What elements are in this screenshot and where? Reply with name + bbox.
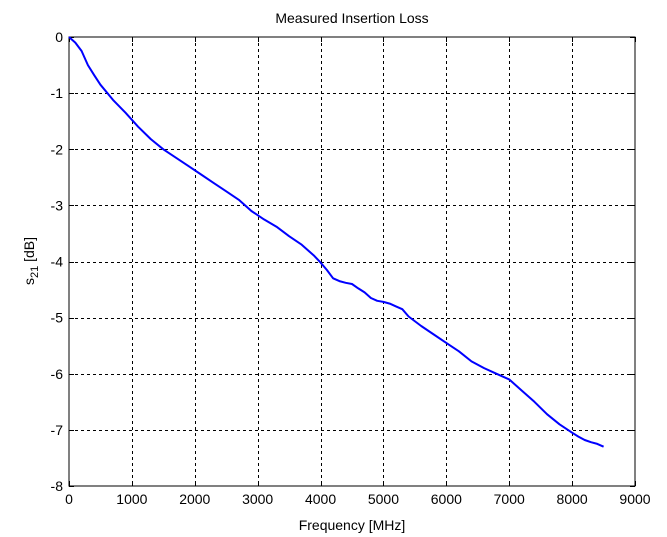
y-tick-label: -8 [51, 478, 64, 494]
x-tick-label: 6000 [431, 491, 462, 507]
y-axis-title-main: s [21, 278, 37, 285]
plot-area [68, 36, 636, 487]
y-tick-label: -1 [51, 85, 64, 101]
y-tick-labels: 0 -1 -2 -3 -4 -5 -6 -7 -8 [51, 29, 64, 494]
grid-lines [69, 37, 635, 486]
y-tick-label: -5 [51, 310, 64, 326]
x-tick-label: 9000 [619, 491, 650, 507]
x-tick-label: 1000 [116, 491, 147, 507]
x-tick-labels: 0 1000 2000 3000 4000 5000 6000 7000 8000 9000 [65, 491, 651, 507]
y-tick-label: -6 [51, 366, 64, 382]
y-tick-label: -2 [51, 141, 64, 157]
x-tick-label: 3000 [242, 491, 273, 507]
chart-title: Measured Insertion Loss [275, 10, 428, 26]
x-tick-label: 8000 [557, 491, 588, 507]
y-tick-label: -7 [51, 422, 64, 438]
y-tick-label: -4 [51, 254, 64, 270]
x-tick-label: 5000 [368, 491, 399, 507]
x-axis-title: Frequency [MHz] [299, 517, 406, 533]
y-tick-label: -3 [51, 197, 64, 213]
x-tick-label: 0 [65, 491, 73, 507]
x-tick-label: 7000 [494, 491, 525, 507]
y-tick-label: 0 [55, 29, 63, 45]
series-line [68, 36, 605, 448]
y-axis-title-unit: [dB] [21, 237, 37, 266]
x-tick-label: 4000 [305, 491, 336, 507]
x-tick-label: 2000 [179, 491, 210, 507]
y-axis-title: s21 [dB] [21, 237, 41, 285]
y-axis-title-subscript: 21 [29, 266, 41, 278]
axis-ticks [69, 37, 636, 487]
